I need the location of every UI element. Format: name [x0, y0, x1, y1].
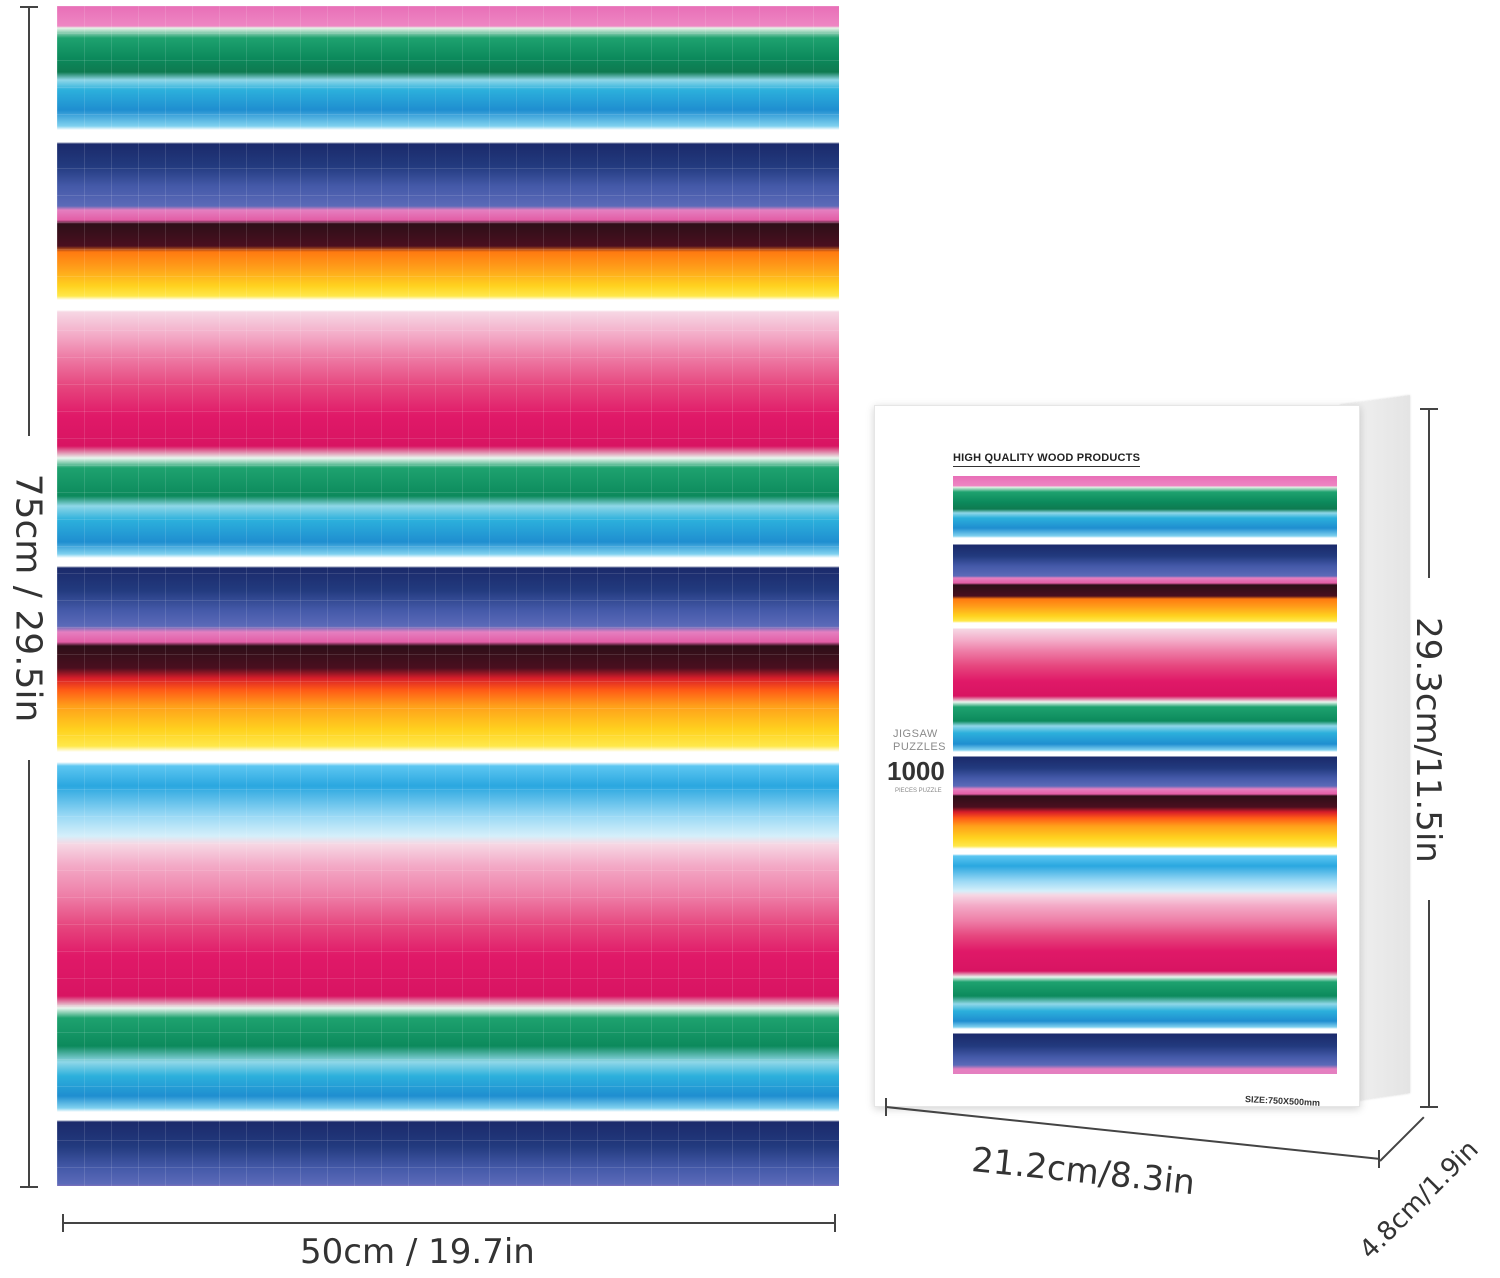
box-header-text: HIGH QUALITY WOOD PRODUCTS [953, 452, 1141, 467]
box-width-dimension [885, 1106, 1380, 1160]
box-depth-line [1379, 1116, 1425, 1162]
puzzle-piece-grid [57, 6, 839, 1186]
box-piece-count-sub: PIECES PUZZLE [895, 788, 942, 794]
box-size-text: SIZE:750X500mm [1244, 1094, 1321, 1108]
box-width-tick-right [1378, 1150, 1380, 1168]
box-cover-image [953, 476, 1337, 1074]
box-brand-line1: JIGSAW [893, 728, 938, 740]
puzzle-width-tick-right [834, 1214, 836, 1232]
puzzle-width-line [62, 1222, 836, 1224]
puzzle-width-label: 50cm / 19.7in [300, 1232, 535, 1272]
box-height-line-top [1428, 408, 1430, 578]
box-width-tick-left [885, 1098, 887, 1116]
box-piece-count: 1000 [887, 756, 945, 786]
puzzle-height-label: 75cm / 29.5in [7, 473, 49, 723]
puzzle-height-tick-bottom [20, 1186, 38, 1188]
puzzle-height-line-top [28, 6, 30, 436]
box-height-label: 29.3cm/11.5in [1408, 617, 1448, 863]
box-depth-label: 4.8cm/1.9in [1354, 1134, 1485, 1266]
box-brand-line2: PUZZLES [893, 741, 947, 753]
box-height-tick-bottom [1420, 1106, 1438, 1108]
box-height-line-bottom [1428, 900, 1430, 1108]
box-front-face: HIGH QUALITY WOOD PRODUCTS JIGSAW PUZZLE… [874, 405, 1360, 1108]
box-width-label: 21.2cm/8.3in [969, 1140, 1197, 1204]
puzzle-height-line-bottom [28, 760, 30, 1188]
puzzle-image [57, 6, 839, 1186]
